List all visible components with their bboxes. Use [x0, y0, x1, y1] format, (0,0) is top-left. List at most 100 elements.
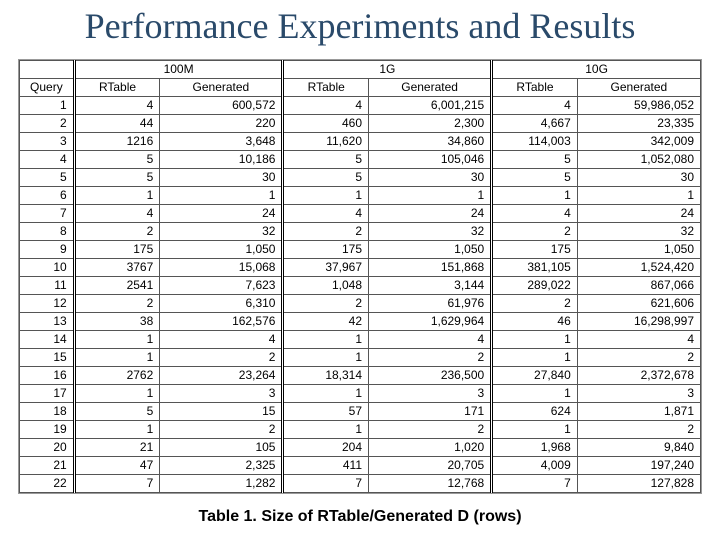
table-cell: 38: [74, 313, 160, 331]
table-cell: 5: [283, 151, 369, 169]
table-cell: 27,840: [492, 367, 578, 385]
table-cell: 30: [160, 169, 283, 187]
page-title: Performance Experiments and Results: [0, 0, 720, 59]
table-cell: 4: [74, 205, 160, 223]
table-cell: 105,046: [369, 151, 492, 169]
table-row: 7424424424: [20, 205, 701, 223]
table-row: 10376715,06837,967151,868381,1051,524,42…: [20, 259, 701, 277]
table-cell: 1: [74, 331, 160, 349]
table-cell: 2: [492, 295, 578, 313]
table-cell: 2541: [74, 277, 160, 295]
table-cell: 1: [577, 187, 700, 205]
table-cell: 18: [20, 403, 75, 421]
table-cell: 4: [492, 205, 578, 223]
table-cell: 2: [20, 115, 75, 133]
table-row: 16276223,26418,314236,50027,8402,372,678: [20, 367, 701, 385]
table-cell: 105: [160, 439, 283, 457]
table-cell: 24: [160, 205, 283, 223]
table-cell: 3,648: [160, 133, 283, 151]
table-cell: 21: [20, 457, 75, 475]
group-header-10g: 10G: [492, 61, 701, 79]
group-header-1g: 1G: [283, 61, 492, 79]
table-cell: 2: [74, 295, 160, 313]
table-cell: 1,050: [369, 241, 492, 259]
table-row: 1226,310261,9762621,606: [20, 295, 701, 313]
table-cell: 4: [283, 97, 369, 115]
table-cell: 127,828: [577, 475, 700, 493]
table-cell: 47: [74, 457, 160, 475]
table-cell: 1: [492, 421, 578, 439]
table-cell: 220: [160, 115, 283, 133]
table-sub-header: Query RTable Generated RTable Generated …: [20, 79, 701, 97]
col-rtable-2: RTable: [283, 79, 369, 97]
table-cell: 32: [577, 223, 700, 241]
table-cell: 12,768: [369, 475, 492, 493]
table-cell: 867,066: [577, 277, 700, 295]
table-cell: 2: [577, 421, 700, 439]
table-row: 2271,282712,7687127,828: [20, 475, 701, 493]
table-cell: 1: [283, 349, 369, 367]
table-cell: 236,500: [369, 367, 492, 385]
table-cell: 21: [74, 439, 160, 457]
table-row: 14600,57246,001,215459,986,052: [20, 97, 701, 115]
table-cell: 4: [577, 331, 700, 349]
table-cell: 621,606: [577, 295, 700, 313]
table-row: 8232232232: [20, 223, 701, 241]
table-cell: 1,050: [160, 241, 283, 259]
table-cell: 2,372,678: [577, 367, 700, 385]
table-cell: 7: [492, 475, 578, 493]
table-cell: 42: [283, 313, 369, 331]
table-cell: 1: [492, 331, 578, 349]
table-cell: 1,020: [369, 439, 492, 457]
table-cell: 19: [20, 421, 75, 439]
table-cell: 1: [492, 385, 578, 403]
table-cell: 6,310: [160, 295, 283, 313]
table-cell: 61,976: [369, 295, 492, 313]
table-cell: 23,335: [577, 115, 700, 133]
table-cell: 1: [20, 97, 75, 115]
table-caption: Table 1. Size of RTable/Generated D (row…: [0, 508, 720, 526]
table-cell: 20: [20, 439, 75, 457]
table-cell: 9: [20, 241, 75, 259]
table-cell: 197,240: [577, 457, 700, 475]
table-cell: 2: [74, 223, 160, 241]
table-cell: 1: [74, 349, 160, 367]
table-cell: 1: [283, 385, 369, 403]
col-query: Query: [20, 79, 75, 97]
table-cell: 2,325: [160, 457, 283, 475]
table-cell: 6: [20, 187, 75, 205]
table-cell: 18,314: [283, 367, 369, 385]
table-cell: 57: [283, 403, 369, 421]
table-cell: 5: [492, 151, 578, 169]
table-cell: 7,623: [160, 277, 283, 295]
table-row: 20211052041,0201,9689,840: [20, 439, 701, 457]
table-cell: 1: [492, 187, 578, 205]
table-cell: 3: [160, 385, 283, 403]
table-cell: 289,022: [492, 277, 578, 295]
table-row: 91751,0501751,0501751,050: [20, 241, 701, 259]
table-cell: 2,300: [369, 115, 492, 133]
col-rtable-3: RTable: [492, 79, 578, 97]
table-cell: 8: [20, 223, 75, 241]
table-cell: 30: [577, 169, 700, 187]
table-cell: 46: [492, 313, 578, 331]
table-cell: 2: [283, 223, 369, 241]
table-cell: 10: [20, 259, 75, 277]
table-cell: 3: [369, 385, 492, 403]
table-cell: 3767: [74, 259, 160, 277]
table-cell: 59,986,052: [577, 97, 700, 115]
table-row: 2442204602,3004,66723,335: [20, 115, 701, 133]
data-table-container: 100M 1G 10G Query RTable Generated RTabl…: [18, 59, 702, 494]
table-cell: 3: [20, 133, 75, 151]
table-row: 6111111: [20, 187, 701, 205]
table-cell: 1,048: [283, 277, 369, 295]
table-cell: 460: [283, 115, 369, 133]
table-cell: 2: [369, 349, 492, 367]
table-cell: 4: [283, 205, 369, 223]
table-cell: 16,298,997: [577, 313, 700, 331]
table-cell: 7: [20, 205, 75, 223]
table-cell: 1: [369, 187, 492, 205]
table-cell: 1: [74, 421, 160, 439]
table-cell: 7: [74, 475, 160, 493]
table-cell: 162,576: [160, 313, 283, 331]
